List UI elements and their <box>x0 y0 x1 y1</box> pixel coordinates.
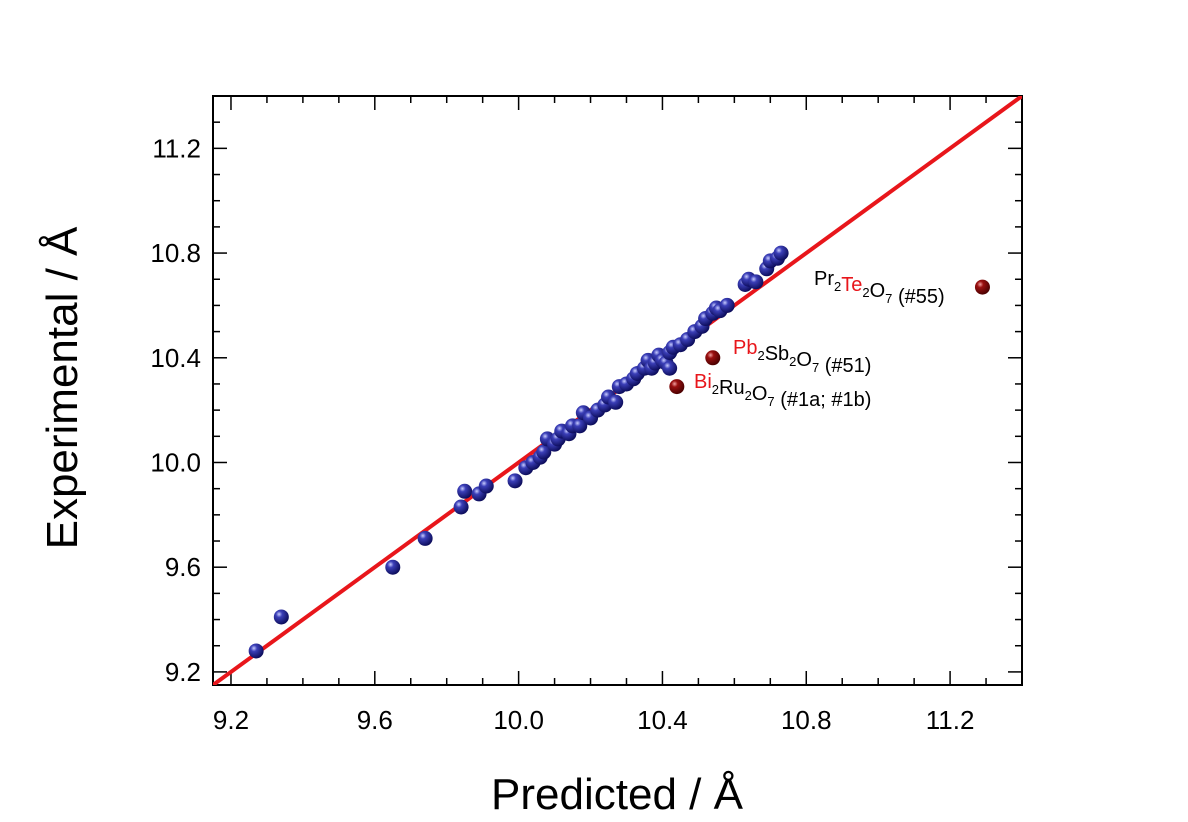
data-point <box>385 559 401 575</box>
x-tick-label: 11.2 <box>926 705 975 735</box>
data-point <box>608 394 624 410</box>
annotation-bi2ru2o7: Bi2Ru2O7 (#1a; #1b) <box>694 371 871 411</box>
outlier-point <box>974 279 990 295</box>
x-tick-label: 9.6 <box>357 705 393 735</box>
y-axis-title: Experimental / Å <box>38 226 87 549</box>
data-point <box>248 643 264 659</box>
x-tick-label: 9.2 <box>213 705 249 735</box>
data-point <box>478 478 494 494</box>
data-point <box>662 360 678 376</box>
x-tick-label: 10.0 <box>493 705 544 735</box>
data-point <box>773 245 789 261</box>
axis-ticks: 9.2 9.6 10.0 10.4 10.8 11.2 9.2 9.6 10.0 10.4 10.8… <box>150 95 1023 735</box>
data-point <box>507 473 523 489</box>
annotation-pr2te2o7: Pr2Te2O7 (#55) <box>814 268 945 308</box>
outlier-point <box>669 379 685 395</box>
y-tick-label: 10.0 <box>150 447 201 477</box>
data-point <box>719 297 735 313</box>
x-tick-label: 10.8 <box>781 705 832 735</box>
data-point <box>453 499 469 515</box>
data-point <box>748 274 764 290</box>
x-tick-label: 10.4 <box>637 705 688 735</box>
annotation-pb2sb2o7: Pb2Sb2O7 (#51) <box>733 337 871 377</box>
data-point <box>536 444 552 460</box>
data-point <box>273 609 289 625</box>
y-tick-label: 9.6 <box>165 552 201 582</box>
annotations: Pr2Te2O7 (#55) Pb2Sb2O7 (#51) Bi2Ru2O7 (… <box>694 268 945 411</box>
data-point <box>417 530 433 546</box>
x-axis-title: Predicted / Å <box>491 770 744 819</box>
y-tick-label: 9.2 <box>165 657 201 687</box>
outlier-point <box>705 350 721 366</box>
data-points <box>248 245 990 659</box>
y-tick-label: 10.4 <box>150 343 201 373</box>
data-point <box>572 418 588 434</box>
plot-frame <box>212 95 1023 686</box>
data-point <box>457 483 473 499</box>
y-tick-label: 10.8 <box>150 238 201 268</box>
y-tick-label: 11.2 <box>152 133 201 163</box>
